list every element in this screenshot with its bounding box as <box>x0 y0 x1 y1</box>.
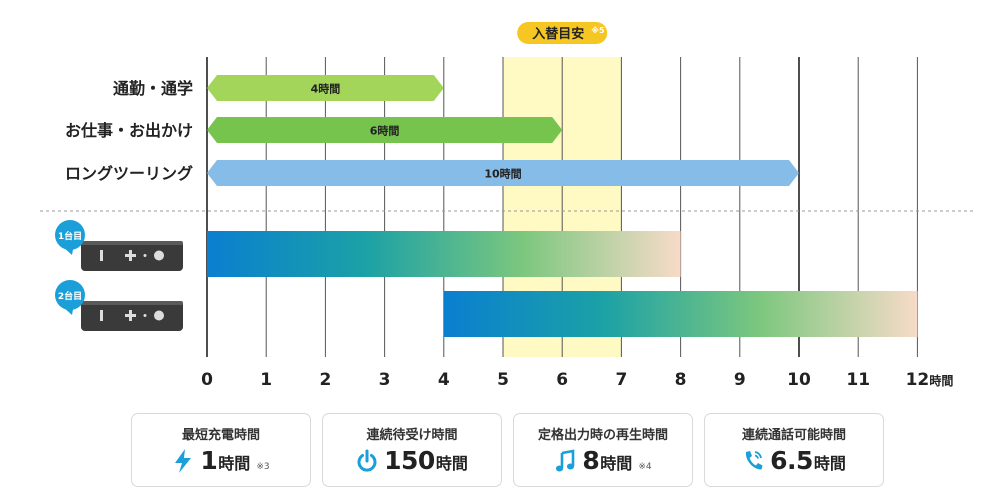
spec-card-talk: 連続通話可能時間 6.5 時間 <box>704 413 884 487</box>
highlight-badge <box>517 22 608 44</box>
x-tick-label: 12 <box>906 370 930 390</box>
x-tick-label: 0 <box>201 370 213 390</box>
x-tick-label: 6 <box>556 370 568 390</box>
device-knob-icon <box>154 310 164 321</box>
spec-cards: 最短充電時間 1 時間 ※3 連続待受け時間 150 時間 定格出力時の再生時間… <box>131 413 886 489</box>
usage-bar <box>207 75 444 101</box>
usage-row-label: ロングツーリング <box>65 164 193 183</box>
usage-row-label: お仕事・お出かけ <box>65 121 193 140</box>
phone-icon <box>742 448 764 474</box>
x-tick-label: 10 <box>787 370 811 390</box>
device-badge-label: 2台目 <box>58 290 82 302</box>
spec-card-charge: 最短充電時間 1 時間 ※3 <box>131 413 311 487</box>
spec-card-standby: 連続待受け時間 150 時間 <box>322 413 502 487</box>
usage-row-label: 通勤・通学 <box>113 79 193 98</box>
spec-label: 連続通話可能時間 <box>741 428 846 443</box>
x-axis-unit: 時間 <box>929 373 953 388</box>
spec-value: 8 <box>582 446 600 475</box>
spec-unit: 時間 <box>813 454 846 473</box>
spec-label: 定格出力時の再生時間 <box>537 428 668 443</box>
spec-note: ※3 <box>256 462 270 472</box>
x-tick-label: 1 <box>260 370 272 390</box>
usage-bar-value-label: 10時間 <box>484 167 521 181</box>
device-plus-icon <box>129 310 132 321</box>
device-button-icon <box>100 250 103 261</box>
x-tick-label: 11 <box>846 370 870 390</box>
x-tick-label: 3 <box>379 370 391 390</box>
usage-bar-value-label: 6時間 <box>370 124 400 138</box>
x-tick-label: 8 <box>675 370 687 390</box>
spec-note: ※4 <box>638 462 652 472</box>
device-badge-tail <box>62 304 74 315</box>
device-badge-tail <box>62 244 74 255</box>
spec-value: 6.5 <box>770 446 813 475</box>
music-note-icon <box>554 448 576 474</box>
power-icon <box>356 448 378 474</box>
spec-value: 150 <box>384 446 435 475</box>
x-tick-label: 5 <box>497 370 509 390</box>
intercom-device-highlight <box>81 241 183 245</box>
spec-unit: 時間 <box>600 454 633 473</box>
device-badge-label: 1台目 <box>58 230 82 242</box>
x-tick-label: 7 <box>615 370 627 390</box>
device-badge <box>55 220 85 250</box>
highlight-label: 入替目安 <box>532 26 584 42</box>
spec-label: 最短充電時間 <box>181 428 260 443</box>
spec-value: 1 <box>200 446 218 475</box>
device-badge <box>55 280 85 310</box>
device-dot-icon <box>143 314 147 317</box>
lightning-icon <box>172 448 194 474</box>
device-battery-bar <box>443 291 918 337</box>
x-tick-label: 9 <box>734 370 746 390</box>
usage-bar-value-label: 4時間 <box>311 82 341 96</box>
intercom-device-highlight <box>81 301 183 305</box>
spec-unit: 時間 <box>218 454 251 473</box>
spec-unit: 時間 <box>435 454 468 473</box>
device-knob-icon <box>154 250 164 261</box>
device-button-icon <box>100 310 103 321</box>
device-battery-bar <box>207 231 681 277</box>
x-tick-label: 2 <box>319 370 331 390</box>
x-tick-label: 4 <box>438 370 450 390</box>
device-plus-icon <box>129 250 132 261</box>
spec-label: 連続待受け時間 <box>366 428 458 443</box>
highlight-note: ※5 <box>591 25 605 35</box>
device-dot-icon <box>143 254 147 257</box>
usage-bar <box>207 160 799 186</box>
usage-bar <box>207 117 563 143</box>
spec-card-playback: 定格出力時の再生時間 8 時間 ※4 <box>513 413 693 487</box>
